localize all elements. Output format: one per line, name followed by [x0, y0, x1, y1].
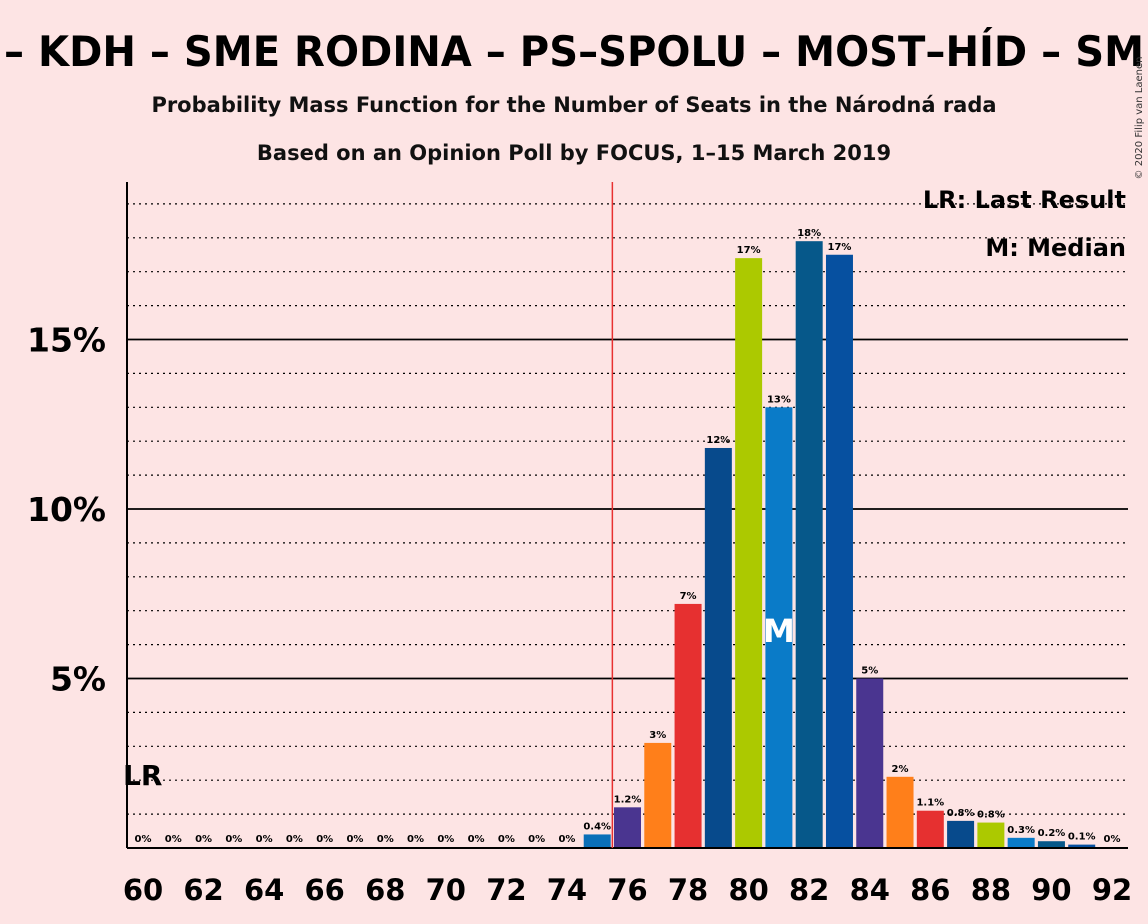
bar-90: [1037, 841, 1065, 848]
data-label-82: 18%: [797, 228, 821, 239]
data-label-65: 0%: [286, 834, 303, 845]
data-labels: 0% 0% 0% 0% 0% 0% 0% 0% 0% 0% 0% 0% 0% 0% 0% 0.4% 1.2% 3%…: [135, 228, 1121, 845]
data-label-66: 0%: [316, 834, 333, 845]
data-label-74: 0%: [558, 834, 575, 845]
x-tick-70: 70: [426, 873, 466, 907]
bar-78: [674, 603, 702, 848]
bar-86: [916, 810, 944, 848]
chart-subtitle: Probability Mass Function for the Number…: [151, 93, 996, 117]
last-result-marker: LR: [123, 759, 162, 792]
bar-79: [704, 447, 732, 848]
x-tick-74: 74: [547, 873, 587, 907]
data-label-64: 0%: [256, 834, 273, 845]
data-label-80: 17%: [737, 245, 761, 256]
x-tick-62: 62: [183, 873, 223, 907]
x-tick-72: 72: [486, 873, 526, 907]
data-label-75: 0.4%: [583, 821, 611, 832]
data-label-68: 0%: [377, 834, 394, 845]
bar-91: [1068, 844, 1096, 848]
x-tick-66: 66: [305, 873, 345, 907]
bar-80: [735, 258, 763, 848]
data-label-89: 0.3%: [1007, 825, 1035, 836]
x-tick-82: 82: [789, 873, 829, 907]
data-label-86: 1.1%: [916, 798, 944, 809]
data-label-71: 0%: [468, 834, 485, 845]
x-tick-68: 68: [365, 873, 405, 907]
data-label-81: 13%: [767, 394, 791, 405]
x-tick-64: 64: [244, 873, 284, 907]
data-label-83: 17%: [828, 242, 852, 253]
data-label-84: 5%: [861, 666, 878, 677]
bar-85: [886, 776, 914, 848]
data-label-85: 2%: [892, 764, 909, 775]
data-label-69: 0%: [407, 834, 424, 845]
data-label-70: 0%: [437, 834, 454, 845]
x-tick-88: 88: [971, 873, 1011, 907]
bar-77: [644, 742, 672, 848]
y-axis-ticks: 5% 10% 15%: [27, 321, 106, 699]
bar-88: [977, 822, 1005, 848]
y-tick-10: 10%: [27, 490, 106, 529]
bar-76: [614, 807, 641, 848]
data-label-62: 0%: [195, 834, 212, 845]
legend-last-result: LR: Last Result: [923, 186, 1126, 214]
x-tick-78: 78: [668, 873, 708, 907]
x-tick-86: 86: [910, 873, 950, 907]
data-label-61: 0%: [165, 834, 182, 845]
data-label-87: 0.8%: [947, 808, 975, 819]
data-label-88: 0.8%: [977, 810, 1005, 821]
bar-75: [583, 834, 611, 848]
x-tick-90: 90: [1031, 873, 1071, 907]
data-label-92: 0%: [1104, 834, 1121, 845]
bar-81: [765, 407, 793, 848]
y-tick-5: 5%: [50, 660, 106, 699]
x-tick-80: 80: [728, 873, 768, 907]
data-label-90: 0.2%: [1038, 828, 1066, 839]
data-label-67: 0%: [346, 834, 363, 845]
bar-89: [1007, 837, 1035, 848]
x-tick-60: 60: [123, 873, 163, 907]
copyright-notice: © 2020 Filip van Laenen: [1134, 57, 1145, 180]
data-label-76: 1.2%: [614, 794, 642, 805]
bar-82: [795, 241, 823, 848]
bar-87: [947, 820, 975, 848]
bar-84: [856, 678, 884, 848]
chart-title: – KDH – SME RODINA – PS–SPOLU – MOST–HÍD…: [4, 26, 1144, 76]
median-marker: M: [763, 612, 795, 650]
data-label-72: 0%: [498, 834, 515, 845]
legend-median: M: Median: [985, 234, 1126, 262]
data-label-91: 0.1%: [1068, 832, 1096, 843]
data-label-78: 7%: [680, 591, 697, 602]
x-tick-92: 92: [1092, 873, 1132, 907]
data-label-73: 0%: [528, 834, 545, 845]
y-tick-15: 15%: [27, 321, 106, 360]
data-label-60: 0%: [135, 834, 152, 845]
bar-83: [825, 254, 853, 848]
chart-source-line: Based on an Opinion Poll by FOCUS, 1–15 …: [257, 141, 891, 165]
x-tick-84: 84: [850, 873, 890, 907]
data-label-77: 3%: [649, 730, 666, 741]
data-label-63: 0%: [225, 834, 242, 845]
data-label-79: 12%: [706, 435, 730, 446]
x-axis-ticks: 60 62 64 66 68 70 72 74 76 78 80 82 84 86 88 90 92: [123, 873, 1132, 907]
bars: [583, 241, 1096, 848]
x-tick-76: 76: [607, 873, 647, 907]
gridlines: [127, 203, 1128, 815]
